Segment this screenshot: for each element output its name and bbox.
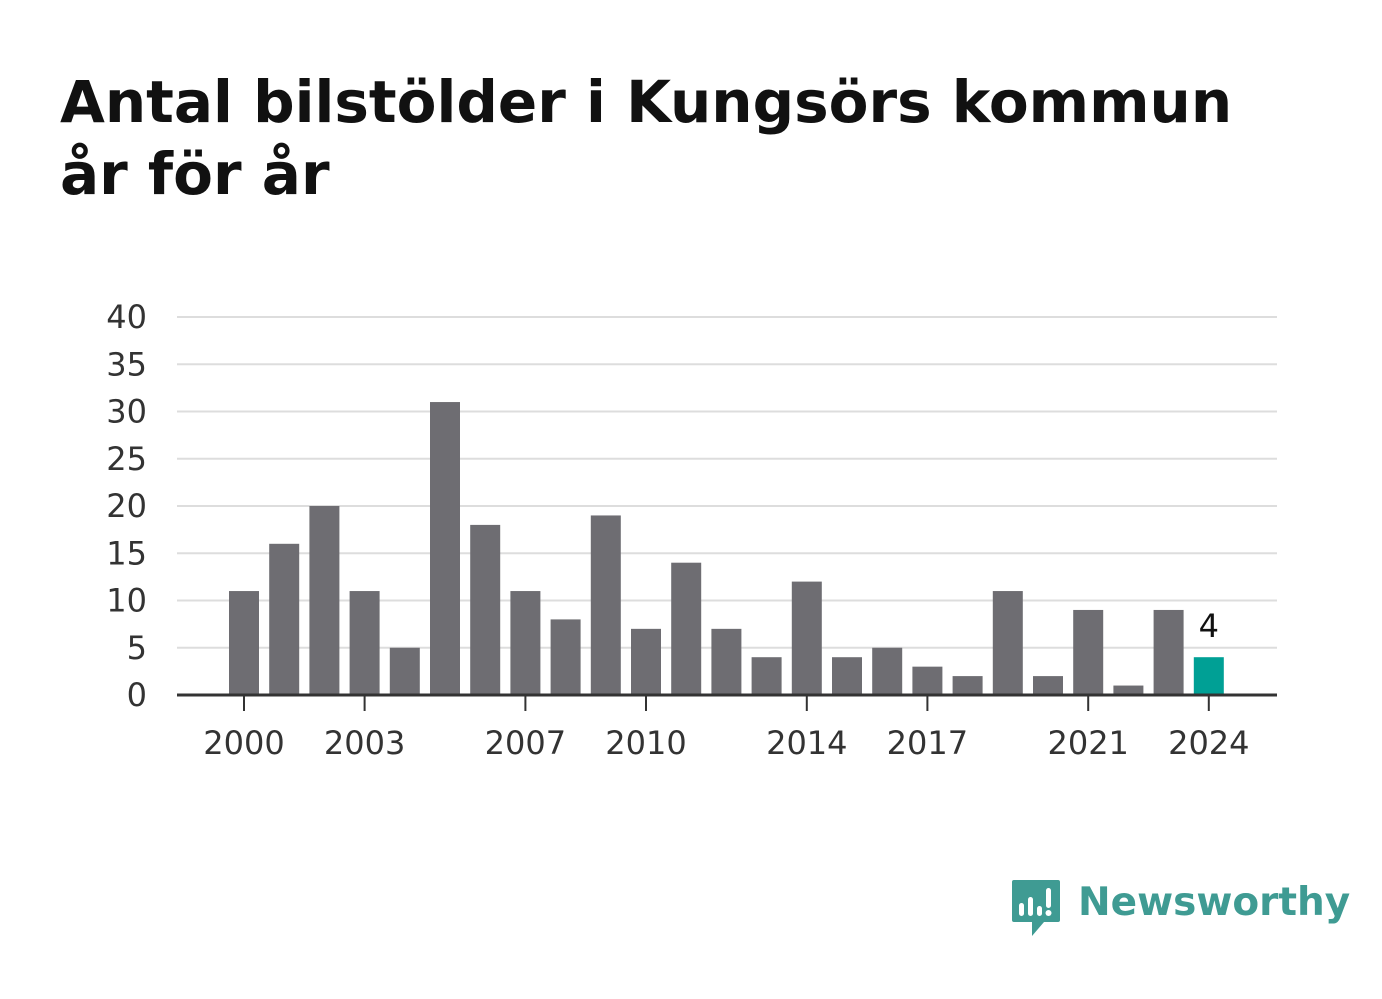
y-tick-label-30: 30 <box>106 393 147 431</box>
bar-2012 <box>711 628 742 695</box>
x-tick-label-2024: 2024 <box>1168 724 1249 762</box>
bar-2023 <box>1153 609 1184 695</box>
bar-2005 <box>430 402 460 695</box>
bars <box>229 402 1224 695</box>
newsworthy-bar-chart-speech-bubble-icon <box>1012 880 1060 936</box>
bar-2022 <box>1113 685 1144 695</box>
y-axis-labels: 0 5 10 15 20 25 30 35 40 <box>106 298 147 714</box>
chart-title: Antal bilstölder i Kungsörs kommun år fö… <box>60 68 1233 208</box>
annotations: 4 <box>1199 607 1219 645</box>
bar-2009 <box>590 515 621 695</box>
bar-2017 <box>912 666 943 695</box>
bar-2014 <box>791 581 822 695</box>
x-tick-label-2021: 2021 <box>1047 724 1128 762</box>
bar-2015 <box>832 657 862 695</box>
y-tick-label-35: 35 <box>106 345 147 383</box>
x-tick-label-2017: 2017 <box>887 724 968 762</box>
bar-2010 <box>631 628 661 695</box>
y-tick-label-40: 40 <box>106 298 147 336</box>
bar-2019 <box>992 591 1023 695</box>
bar-2003 <box>349 591 380 695</box>
bar-2016 <box>872 647 903 695</box>
grid-lines <box>177 316 1277 649</box>
bar-2013 <box>751 657 782 695</box>
y-tick-label-5: 5 <box>127 629 147 667</box>
y-tick-label-25: 25 <box>106 440 147 478</box>
bar-2024 <box>1193 657 1224 695</box>
bar-2000 <box>229 591 259 695</box>
y-tick-label-15: 15 <box>106 534 147 572</box>
bar-2008 <box>550 619 581 695</box>
bar-2021 <box>1073 609 1104 695</box>
x-tick-label-2010: 2010 <box>605 724 686 762</box>
y-tick-label-20: 20 <box>106 487 147 525</box>
x-tick-label-2007: 2007 <box>485 724 566 762</box>
bar-2001 <box>269 543 300 695</box>
bar-2004 <box>389 647 420 695</box>
bar-2007 <box>510 591 541 695</box>
y-tick-label-0: 0 <box>127 676 147 714</box>
bar-2011 <box>671 562 702 695</box>
x-tick-label-2000: 2000 <box>203 724 284 762</box>
value-label-2024: 4 <box>1199 607 1219 645</box>
bar-2020 <box>1033 676 1063 695</box>
y-tick-label-10: 10 <box>106 582 147 620</box>
x-axis-ticks: 2000 2003 2007 2010 2014 2017 2021 2024 <box>203 695 1250 762</box>
bar-2002 <box>309 506 340 695</box>
x-tick-label-2003: 2003 <box>324 724 405 762</box>
brand-name: Newsworthy <box>1078 880 1351 925</box>
bar-2006 <box>470 524 501 695</box>
bar-2018 <box>952 676 983 695</box>
x-tick-label-2014: 2014 <box>766 724 847 762</box>
newsworthy-logo: Newsworthy <box>1010 878 1350 942</box>
